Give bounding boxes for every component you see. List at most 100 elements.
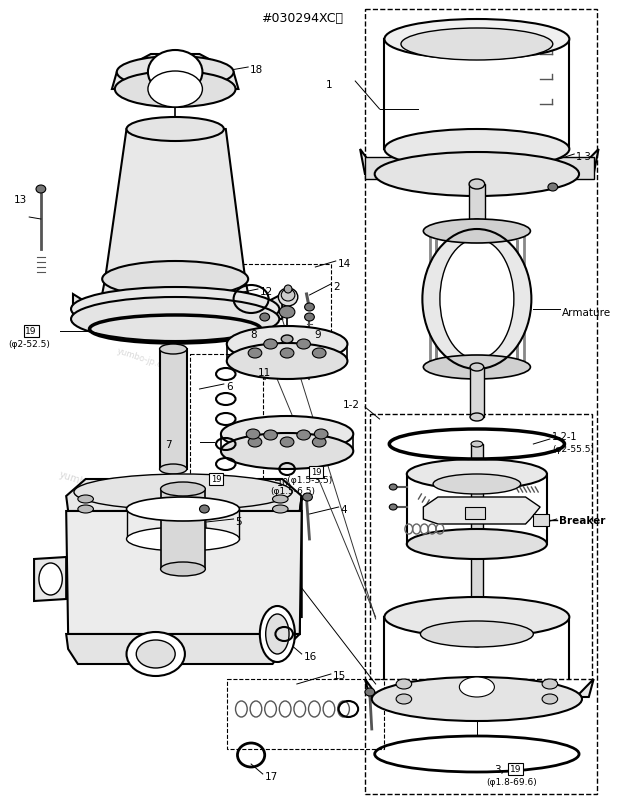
Ellipse shape (542, 679, 558, 689)
Text: Armature: Armature (561, 308, 611, 318)
Ellipse shape (264, 430, 277, 441)
Bar (534, 515, 549, 526)
Ellipse shape (297, 340, 311, 349)
Ellipse shape (126, 497, 240, 521)
Ellipse shape (74, 475, 292, 511)
Ellipse shape (401, 29, 553, 61)
Ellipse shape (36, 185, 46, 194)
Ellipse shape (280, 349, 294, 359)
Ellipse shape (148, 51, 202, 95)
Ellipse shape (248, 438, 262, 447)
Ellipse shape (160, 344, 187, 355)
Text: 1-3: 1-3 (576, 152, 592, 161)
Ellipse shape (440, 240, 514, 360)
Ellipse shape (102, 262, 248, 298)
Text: yumbo-jp.com: yumbo-jp.com (116, 346, 176, 373)
Ellipse shape (423, 356, 530, 380)
Ellipse shape (221, 417, 353, 452)
Ellipse shape (260, 314, 270, 321)
Text: 4: 4 (340, 504, 347, 515)
Bar (370, 414, 592, 679)
Bar (365, 158, 404, 180)
Text: (φ1.5-6.5): (φ1.5-6.5) (271, 487, 316, 495)
Text: 14: 14 (338, 259, 351, 269)
Ellipse shape (389, 484, 397, 491)
Ellipse shape (305, 304, 314, 312)
Ellipse shape (126, 632, 185, 676)
Ellipse shape (117, 57, 233, 89)
Text: 9: 9 (314, 329, 321, 340)
Ellipse shape (78, 495, 93, 503)
Ellipse shape (199, 505, 209, 513)
Text: 6: 6 (226, 381, 232, 392)
Ellipse shape (260, 606, 295, 662)
Ellipse shape (313, 349, 326, 359)
Ellipse shape (471, 442, 483, 447)
Text: 19: 19 (25, 327, 37, 336)
Ellipse shape (281, 290, 295, 302)
Text: (φ2-55.5): (φ2-55.5) (552, 444, 594, 454)
Bar (471, 444, 483, 644)
Text: 5: 5 (235, 516, 242, 526)
Ellipse shape (374, 153, 579, 197)
Ellipse shape (39, 563, 63, 595)
Text: 12: 12 (260, 287, 273, 296)
Polygon shape (66, 634, 300, 664)
Text: yumbo-jp.com: yumbo-jp.com (267, 414, 337, 445)
Text: Breaker: Breaker (558, 516, 605, 525)
Ellipse shape (148, 72, 202, 108)
Polygon shape (112, 55, 238, 90)
Ellipse shape (313, 438, 326, 447)
Polygon shape (102, 130, 248, 295)
Text: 19: 19 (510, 764, 522, 773)
Text: 19: 19 (311, 468, 321, 477)
Ellipse shape (264, 340, 277, 349)
Text: 13: 13 (14, 195, 27, 205)
Bar (190, 355, 263, 479)
Ellipse shape (126, 528, 240, 552)
Ellipse shape (126, 118, 224, 142)
Bar (365, 10, 597, 794)
Text: 8: 8 (250, 329, 257, 340)
Ellipse shape (160, 464, 187, 475)
Text: 1-2-1: 1-2-1 (552, 431, 578, 442)
Polygon shape (423, 497, 540, 524)
Ellipse shape (279, 307, 295, 319)
Ellipse shape (246, 430, 260, 439)
Ellipse shape (471, 642, 483, 647)
Ellipse shape (314, 430, 328, 439)
Text: (φ1.8-69.6): (φ1.8-69.6) (487, 777, 537, 786)
Ellipse shape (303, 493, 313, 501)
Ellipse shape (272, 505, 288, 513)
Bar (227, 679, 384, 749)
Ellipse shape (423, 230, 530, 369)
Ellipse shape (548, 184, 558, 192)
Text: 11: 11 (258, 368, 271, 377)
Ellipse shape (71, 287, 279, 332)
Bar (470, 368, 483, 418)
Ellipse shape (389, 504, 397, 511)
Text: (φ2-52.5): (φ2-52.5) (8, 340, 50, 349)
Ellipse shape (284, 286, 292, 294)
Polygon shape (282, 496, 301, 634)
Ellipse shape (266, 614, 289, 654)
Text: 7: 7 (165, 439, 172, 450)
Ellipse shape (433, 475, 521, 495)
Text: 1-2: 1-2 (342, 400, 360, 410)
Ellipse shape (407, 529, 547, 560)
Text: 18: 18 (250, 65, 263, 75)
Text: 15: 15 (333, 671, 346, 680)
Text: −  (φ1.5-3.5): − (φ1.5-3.5) (274, 475, 332, 484)
Text: 10,: 10, (277, 478, 293, 487)
Ellipse shape (115, 72, 235, 108)
Bar (469, 185, 485, 225)
Text: 17: 17 (265, 771, 278, 781)
Ellipse shape (384, 20, 569, 60)
Ellipse shape (221, 434, 353, 470)
Ellipse shape (469, 180, 485, 190)
Ellipse shape (279, 288, 298, 307)
Ellipse shape (365, 688, 374, 696)
Bar (219, 265, 331, 340)
Text: 2: 2 (333, 282, 339, 291)
Ellipse shape (459, 677, 495, 697)
